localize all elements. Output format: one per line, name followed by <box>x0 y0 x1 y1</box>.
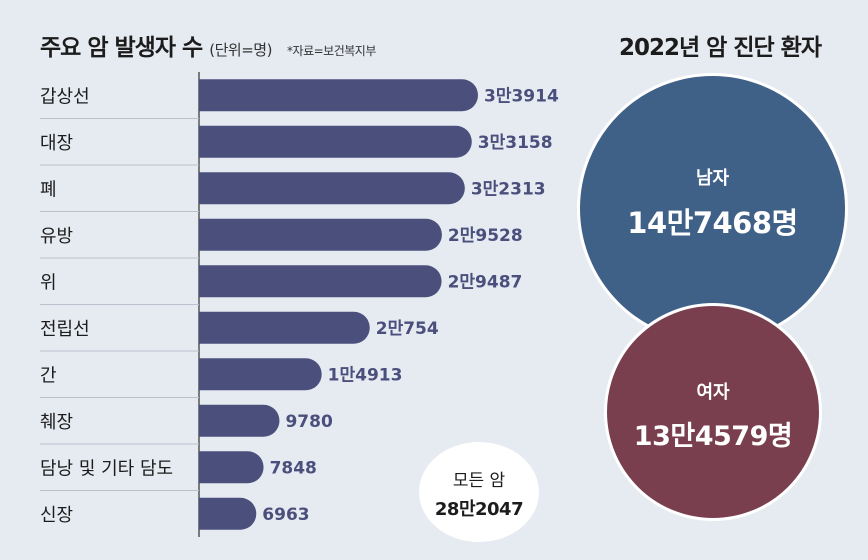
bar <box>199 265 442 298</box>
category-label: 간 <box>40 365 57 386</box>
bar <box>199 125 472 158</box>
bar <box>199 358 322 391</box>
value-label: 2만9528 <box>448 226 523 246</box>
value-label: 3만2313 <box>471 179 546 199</box>
value-label: 6963 <box>262 505 309 525</box>
value-label: 3만3158 <box>478 133 553 153</box>
value-label: 1만4913 <box>328 365 403 385</box>
category-label: 전립선 <box>40 319 90 340</box>
value-label: 9780 <box>285 412 332 432</box>
female-label: 여자 <box>696 382 730 403</box>
right-chart-title: 2022년 암 진단 환자 <box>619 35 822 61</box>
value-label: 2만754 <box>376 319 439 339</box>
bar <box>199 451 264 484</box>
category-label: 갑상선 <box>40 86 90 107</box>
bar <box>199 172 465 205</box>
total-circle: 모든 암 28만2047 <box>419 442 539 542</box>
total-value: 28만2047 <box>434 499 524 520</box>
female-value: 13만4579명 <box>633 421 793 452</box>
bar <box>199 311 370 344</box>
category-label: 신장 <box>40 505 73 526</box>
left-chart-header: 주요 암 발생자 수 (단위=명) *자료=보건복지부 <box>40 28 376 62</box>
female-circle: 여자 13만4579명 <box>604 303 822 521</box>
category-label: 유방 <box>40 226 73 247</box>
bar <box>199 404 280 437</box>
category-label: 위 <box>40 272 57 293</box>
value-label: 2만9487 <box>448 272 523 292</box>
unit-note: (단위=명) <box>209 41 272 59</box>
left-chart-title: 주요 암 발생자 수 <box>40 35 203 61</box>
category-label: 폐 <box>40 179 57 200</box>
male-label: 남자 <box>695 168 730 189</box>
category-label: 담낭 및 기타 담도 <box>40 458 173 479</box>
male-value: 14만7468명 <box>627 206 798 240</box>
category-label: 대장 <box>40 133 73 154</box>
total-label: 모든 암 <box>452 471 506 491</box>
bar <box>199 79 478 112</box>
category-label: 췌장 <box>40 412 73 433</box>
male-circle: 남자 14만7468명 <box>577 73 848 344</box>
bar <box>199 218 442 251</box>
value-label: 3만3914 <box>484 86 559 106</box>
source-note: *자료=보건복지부 <box>287 44 376 58</box>
value-label: 7848 <box>270 458 317 478</box>
bar <box>199 497 257 530</box>
